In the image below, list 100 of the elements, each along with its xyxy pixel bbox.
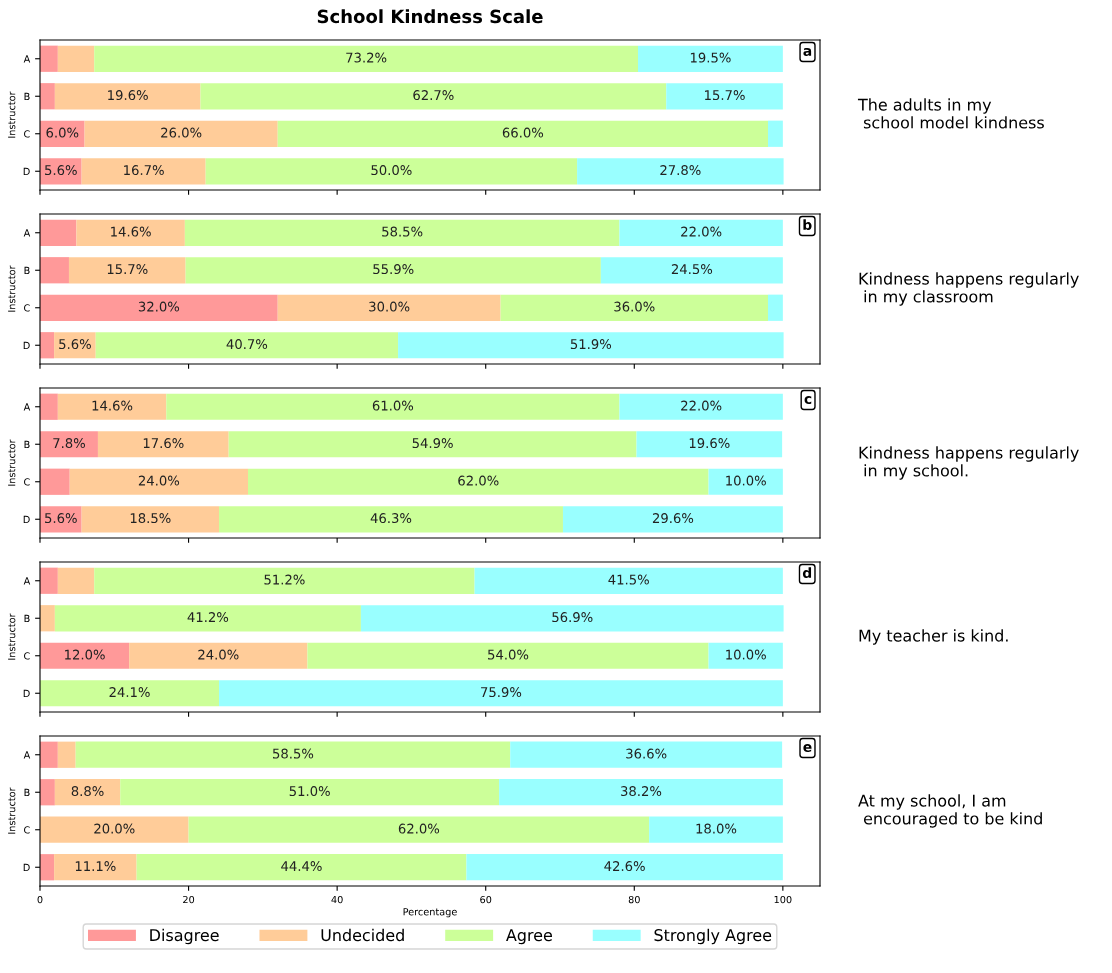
y-tick-label: D [23,341,30,349]
y-axis-title: Instructor [8,613,16,660]
text: The adults in my school model kindness [857,98,1044,129]
bar [68,257,186,284]
data-label: 32.0% [138,301,180,312]
y-tick-label: D [23,167,30,175]
data-label: 36.0% [614,301,655,312]
bar [57,741,76,768]
y-tick-label: C [24,130,30,138]
bar [40,83,55,110]
data-label: 19.5% [690,52,731,63]
data-label: 18.0% [696,823,737,834]
bar [75,741,511,768]
legend-label: Strongly Agree [654,928,772,945]
data-label: 22.0% [681,226,722,237]
bar [188,816,650,843]
y-tick-label: B [24,614,30,622]
y-tick-label: D [23,515,30,523]
data-label: 24.5% [671,264,713,275]
bar [54,83,201,110]
data-label: 44.4% [281,861,322,872]
bar [54,605,361,632]
y-axis-title: Instructor [8,787,16,834]
bar [57,567,95,594]
bar [40,431,98,458]
bar [510,741,783,768]
x-axis-title: Percentage [403,908,457,918]
annotation: c [804,396,812,404]
data-label: 58.5% [273,748,314,759]
data-label: 51.2% [264,574,305,585]
data-label: 24.0% [138,475,180,486]
bar [228,431,637,458]
y-tick-label: A [23,403,31,411]
data-label: 54.9% [412,438,453,449]
data-label: 41.2% [187,612,229,623]
data-label: 51.9% [570,339,612,350]
bar [219,506,563,533]
y-tick-label: A [23,751,31,759]
bar [307,642,709,669]
data-label: 16.7% [124,165,164,176]
bar [40,120,85,147]
bar [619,393,783,420]
bar [40,680,220,707]
bar [40,332,55,359]
data-label: 5.6% [59,339,91,350]
bar [277,120,768,147]
bar [500,294,768,321]
annotation: e [803,744,812,752]
data-label: 10.0% [726,475,766,486]
data-label: 51.0% [289,786,330,797]
bar [54,332,96,359]
data-label: 62.7% [413,90,454,101]
data-label: 5.6% [45,513,77,524]
bar [81,158,206,185]
data-label: 8.8% [71,786,104,797]
bar [185,257,601,284]
y-tick-label: C [24,652,30,660]
data-label: 14.6% [92,400,133,411]
data-label: 18.5% [130,513,171,524]
data-label: 41.5% [608,574,649,585]
bar [708,642,783,669]
x-tick-label: 60 [480,895,492,904]
data-label: 10.0% [726,649,766,660]
bar [40,567,58,594]
bar [666,83,783,110]
data-label: 62.0% [398,823,440,834]
data-label: 15.7% [107,264,148,275]
bar [398,332,784,359]
data-label: 75.9% [481,687,522,698]
y-tick-label: A [23,577,31,585]
data-label: 22.0% [681,400,722,411]
bar [600,257,783,284]
bar [54,779,121,806]
data-label: 24.0% [198,649,239,660]
data-label: 61.0% [372,400,414,411]
bar [562,506,783,533]
bar [76,219,185,246]
bar [636,431,783,458]
data-label: 19.6% [689,438,730,449]
data-label: 11.1% [75,861,116,872]
bar [81,506,220,533]
legend-label: Agree [506,929,552,945]
data-label: 15.7% [705,90,745,101]
legend-label: Disagree [150,928,219,945]
bar [95,332,399,359]
y-tick-label: C [24,304,30,312]
data-label: 66.0% [502,127,544,138]
data-label: 50.0% [371,165,412,176]
data-label: 7.8% [53,438,85,449]
chart-title: School Kindness Scale [317,9,543,24]
y-axis-title: Instructor [8,439,16,486]
data-label: 12.0% [65,649,105,660]
bar [40,741,58,768]
y-tick-label: B [24,440,30,448]
bar [129,642,308,669]
data-label: 54.0% [488,649,529,660]
bar [40,294,278,321]
data-label: 29.6% [652,513,694,524]
bar [94,45,638,72]
data-label: 62.0% [458,475,499,486]
